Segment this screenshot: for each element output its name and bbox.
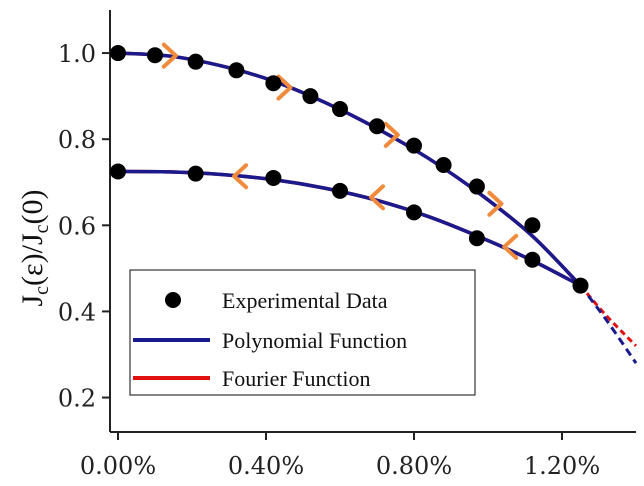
experimental-point xyxy=(187,53,204,70)
direction-arrow-left xyxy=(502,233,519,260)
tick-labels: 0.2 0.4 0.6 0.8 1.0 0.00% 0.40% 0.80% 1.20% xyxy=(58,40,600,480)
experimental-point xyxy=(147,47,163,64)
y-tick-label: 0.2 xyxy=(58,385,96,413)
experimental-point xyxy=(265,75,282,92)
experimental-point xyxy=(110,163,126,180)
y-tick-label: 0.6 xyxy=(58,212,96,240)
experimental-point xyxy=(228,62,245,79)
direction-arrow-right xyxy=(161,42,178,69)
experimental-point xyxy=(110,45,126,62)
legend-label-polynomial: Polynomial Function xyxy=(222,328,407,353)
direction-arrow-right xyxy=(383,121,400,148)
y-axis-label: Jc(ε)/Jc(0) xyxy=(16,189,53,306)
polynomial-extrapolation xyxy=(579,284,638,364)
experimental-point xyxy=(524,251,541,268)
y-tick-label: 0.8 xyxy=(58,126,96,154)
experimental-points xyxy=(110,45,589,294)
direction-arrow-right xyxy=(276,74,293,101)
experimental-point xyxy=(406,137,422,154)
polynomial-curve-unloading xyxy=(117,169,582,288)
experimental-point xyxy=(265,169,282,186)
fourier-extrapolation xyxy=(579,284,638,347)
direction-arrow-left xyxy=(369,184,385,211)
legend-box xyxy=(129,269,476,396)
experimental-point xyxy=(468,178,485,195)
y-tick-label: 1.0 xyxy=(58,40,96,68)
experimental-point xyxy=(332,182,348,199)
experimental-point xyxy=(406,204,422,221)
direction-arrows xyxy=(161,42,519,260)
direction-arrow-right xyxy=(487,190,504,217)
legend: Experimental Data Polynomial Function Fo… xyxy=(129,269,476,396)
x-tick-label: 0.40% xyxy=(228,452,304,480)
x-tick-label: 0.00% xyxy=(80,452,156,480)
experimental-point xyxy=(435,157,452,174)
direction-arrow-left xyxy=(232,163,249,190)
x-tick-label: 1.20% xyxy=(524,452,600,480)
fourier-curve-unloading xyxy=(117,169,582,288)
experimental-point xyxy=(302,88,319,105)
legend-label-experimental: Experimental Data xyxy=(222,288,388,313)
x-tick-label: 0.80% xyxy=(376,452,452,480)
experimental-point xyxy=(369,118,385,135)
experimental-point xyxy=(468,230,485,247)
axes xyxy=(102,10,636,440)
y-tick-label: 0.4 xyxy=(58,298,96,326)
legend-marker-experimental xyxy=(165,292,181,308)
experimental-point xyxy=(187,165,204,182)
experimental-point xyxy=(572,277,589,294)
experimental-point xyxy=(524,217,541,234)
experimental-point xyxy=(332,101,348,118)
legend-label-fourier: Fourier Function xyxy=(222,366,371,391)
